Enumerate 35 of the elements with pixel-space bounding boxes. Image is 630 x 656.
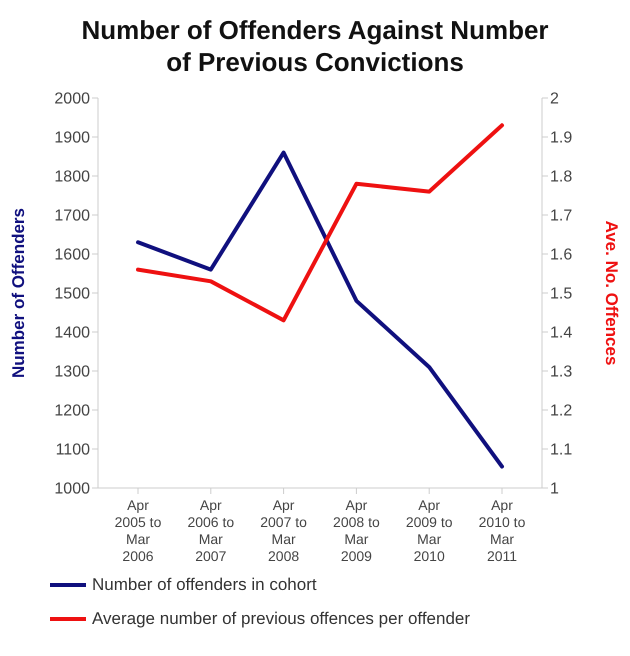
y2-tick-label: 1.5 xyxy=(550,286,572,303)
y-tick-label: 1900 xyxy=(54,130,90,147)
x-tick-label: Apr 2007 to Mar 2008 xyxy=(260,497,308,564)
y2-tick-label: 1.8 xyxy=(550,168,572,186)
y2-tick-label: 1.2 xyxy=(550,402,572,420)
y-tick-label: 1700 xyxy=(54,208,90,225)
legend-label: Number of offenders in cohort xyxy=(92,574,317,596)
line-series xyxy=(136,123,504,322)
y2-tick-label: 1 xyxy=(550,480,559,498)
x-tick-label: Apr 2005 to Mar 2006 xyxy=(114,497,162,564)
line-series xyxy=(136,150,504,469)
y2-tick-label: 1.6 xyxy=(550,246,572,264)
x-tick-label: Apr 2010 to Mar 2011 xyxy=(478,497,526,564)
y2-tick-label: 1.9 xyxy=(550,130,572,147)
y-tick-label: 1200 xyxy=(54,402,90,420)
x-tick-label: Apr 2009 to Mar 2010 xyxy=(406,497,453,564)
y-tick-label: 1500 xyxy=(54,286,90,303)
x-tick-label: Apr 2008 to Mar 2009 xyxy=(333,497,380,564)
y2-tick-label: 1.1 xyxy=(550,442,572,459)
y2-axis-title: Ave. No. Offences xyxy=(602,220,621,366)
y2-tick-label: 1.7 xyxy=(550,208,572,225)
y-tick-label: 1300 xyxy=(54,364,90,381)
y-tick-label: 1800 xyxy=(54,168,90,186)
y2-tick-label: 1.4 xyxy=(550,324,572,342)
y-tick-label: 2000 xyxy=(54,90,90,108)
y2-tick-label: 2 xyxy=(550,90,559,108)
y-tick-label: 1000 xyxy=(54,480,90,498)
y-tick-label: 1600 xyxy=(54,246,90,264)
legend-label: Average number of previous offences per offender xyxy=(92,608,470,630)
y2-tick-label: 1.3 xyxy=(550,364,572,381)
x-tick-label: Apr 2006 to Mar 2007 xyxy=(187,497,234,564)
y-tick-label: 1100 xyxy=(56,442,90,459)
chart-title: Number of Offenders Against Number of Previous Convictions xyxy=(80,14,550,78)
y-axis-title: Number of Offenders xyxy=(9,208,28,378)
y-tick-label: 1400 xyxy=(54,324,90,342)
